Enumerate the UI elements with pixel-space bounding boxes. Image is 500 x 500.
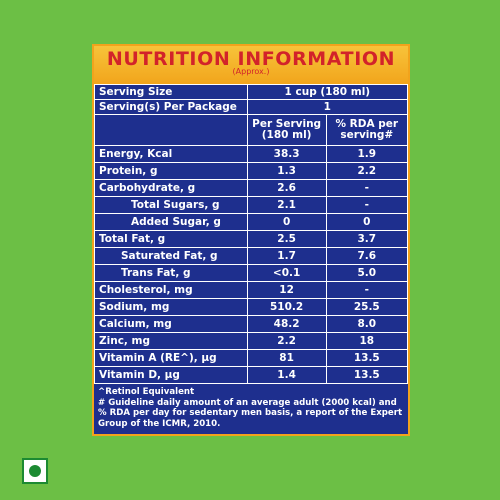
per-serving-value: 2.1	[246, 196, 327, 214]
nutrient-row: Cholesterol, mg 12-	[94, 281, 409, 299]
rda-value: 5.0	[325, 264, 409, 282]
nutrient-label: Vitamin D, µg	[94, 366, 248, 384]
per-serving-value: 2.2	[246, 332, 327, 350]
rda-value: 2.2	[325, 162, 409, 180]
per-serving-header-text: Per Serving (180 ml)	[252, 117, 322, 141]
nutrition-table: Serving Size 1 cup (180 ml) Serving(s) P…	[94, 84, 409, 384]
rda-value: -	[325, 179, 409, 197]
veg-mark-icon	[22, 458, 48, 484]
rda-value: 3.7	[325, 230, 409, 248]
servings-per-package-label: Serving(s) Per Package	[94, 99, 248, 115]
per-serving-value: 38.3	[246, 145, 327, 163]
per-serving-column-header: Per Serving (180 ml)	[246, 114, 327, 146]
nutrient-row: Carbohydrate, g 2.6-	[94, 179, 409, 197]
rda-value: -	[325, 281, 409, 299]
per-serving-value: 2.5	[246, 230, 327, 248]
nutrient-label: Saturated Fat, g	[94, 247, 248, 265]
rda-header-text: % RDA per serving#	[335, 117, 399, 141]
per-serving-value: 1.7	[246, 247, 327, 265]
nutrient-label: Trans Fat, g	[94, 264, 248, 282]
nutrient-row: Calcium, mg 48.2 8.0	[94, 315, 409, 333]
guideline-footnote: # Guideline daily amount of an average a…	[98, 397, 403, 430]
servings-per-package-row: Serving(s) Per Package 1	[94, 99, 409, 115]
rda-value: 1.9	[325, 145, 409, 163]
nutrition-title: NUTRITION INFORMATION	[106, 48, 396, 70]
column-header-row: Per Serving (180 ml) % RDA per serving#	[94, 114, 409, 146]
nutrient-label: Vitamin A (RE^), µg	[94, 349, 248, 367]
nutrient-column-header	[94, 114, 248, 146]
rda-column-header: % RDA per serving#	[325, 114, 409, 146]
serving-size-row: Serving Size 1 cup (180 ml)	[94, 84, 409, 100]
per-serving-value: 81	[246, 349, 327, 367]
per-serving-value: <0.1	[246, 264, 327, 282]
footnotes: ^Retinol Equivalent # Guideline daily am…	[94, 384, 408, 430]
servings-per-package-value: 1	[246, 99, 409, 115]
per-serving-value: 1.3	[246, 162, 327, 180]
per-serving-value: 1.4	[246, 366, 327, 384]
rda-value: 13.5	[325, 366, 409, 384]
rda-value: 8.0	[325, 315, 409, 333]
nutrient-label: Total Fat, g	[94, 230, 248, 248]
nutrition-header: NUTRITION INFORMATION (Approx.)	[94, 46, 408, 84]
rda-value: 18	[325, 332, 409, 350]
nutrient-label: Zinc, mg	[94, 332, 248, 350]
rda-value: 13.5	[325, 349, 409, 367]
per-serving-value: 510.2	[246, 298, 327, 316]
per-serving-value: 12	[246, 281, 327, 299]
nutrient-label: Energy, Kcal	[94, 145, 248, 163]
nutrient-row: Vitamin D, µg 1.4 13.5	[94, 366, 409, 384]
nutrition-subtitle: (Approx.)	[232, 67, 270, 76]
nutrient-row: Vitamin A (RE^), µg 81 13.5	[94, 349, 409, 367]
serving-size-value: 1 cup (180 ml)	[246, 84, 409, 100]
nutrient-row: Sodium, mg 510.2 25.5	[94, 298, 409, 316]
nutrient-label: Sodium, mg	[94, 298, 248, 316]
per-serving-value: 0	[246, 213, 327, 231]
nutrition-panel: NUTRITION INFORMATION (Approx.) Serving …	[92, 44, 410, 436]
nutrient-row: Total Sugars, g 2.1-	[94, 196, 409, 214]
retinol-footnote: ^Retinol Equivalent	[98, 387, 195, 397]
rda-value: 7.6	[325, 247, 409, 265]
nutrient-label: Cholesterol, mg	[94, 281, 248, 299]
nutrient-row: Zinc, mg 2.2 18	[94, 332, 409, 350]
nutrient-label: Calcium, mg	[94, 315, 248, 333]
nutrient-row: Energy, Kcal 38.3 1.9	[94, 145, 409, 163]
nutrient-label: Protein, g	[94, 162, 248, 180]
per-serving-value: 48.2	[246, 315, 327, 333]
nutrient-label: Carbohydrate, g	[94, 179, 248, 197]
nutrient-row: Trans Fat, g <0.1 5.0	[94, 264, 409, 282]
rda-value: 0	[325, 213, 409, 231]
nutrient-row: Total Fat, g 2.5 3.7	[94, 230, 409, 248]
nutrient-label: Total Sugars, g	[94, 196, 248, 214]
nutrient-label: Added Sugar, g	[94, 213, 248, 231]
veg-mark-dot	[29, 465, 41, 477]
per-serving-value: 2.6	[246, 179, 327, 197]
serving-size-label: Serving Size	[94, 84, 248, 100]
nutrient-row: Protein, g 1.3 2.2	[94, 162, 409, 180]
rda-value: 25.5	[325, 298, 409, 316]
nutrient-row: Saturated Fat, g 1.7 7.6	[94, 247, 409, 265]
rda-value: -	[325, 196, 409, 214]
